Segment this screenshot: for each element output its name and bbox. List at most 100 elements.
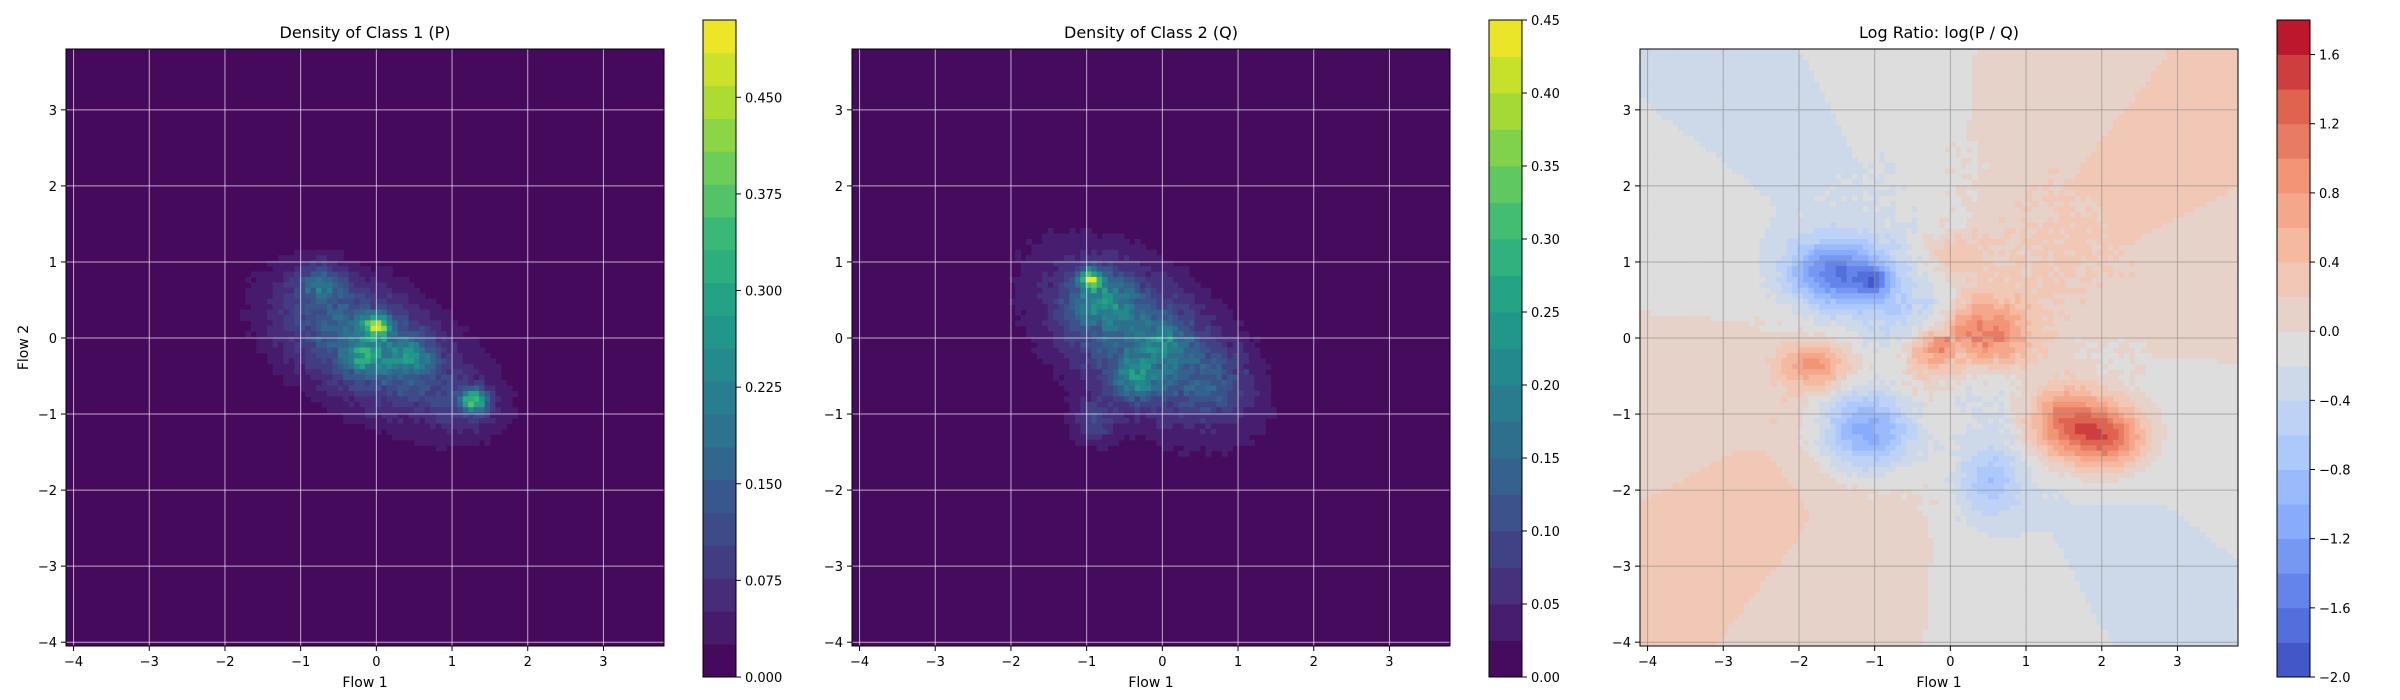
x-tick-label: 3 bbox=[599, 655, 607, 670]
colorbar-level bbox=[1489, 494, 1522, 532]
colorbar-level bbox=[2277, 434, 2310, 470]
subplot-2: −4 −3 −2 −1 0 1 2 3 −4 −3 −2 −1 0 1 2 3 Density of Class… bbox=[824, 14, 1560, 691]
colorbar-tick-label: 0.225 bbox=[745, 381, 782, 396]
x-tick-label: −1 bbox=[1077, 655, 1096, 670]
colorbar-level bbox=[2277, 227, 2310, 263]
x-tick-label: −2 bbox=[215, 655, 234, 670]
colorbar-level bbox=[703, 20, 736, 54]
colorbar-tick-label: 0.150 bbox=[745, 478, 782, 493]
x-tick-label: −3 bbox=[1714, 655, 1733, 670]
colorbar-level bbox=[2277, 158, 2310, 194]
heatmap-field bbox=[1640, 49, 2238, 646]
colorbar-level bbox=[703, 151, 736, 185]
colorbar-level bbox=[1489, 348, 1522, 386]
colorbar: 0.00 0.05 0.10 0.15 0.20 0.25 0.30 0.35 0.40 0.45 bbox=[1488, 14, 1560, 686]
y-tick-label: −3 bbox=[1612, 560, 1631, 575]
colorbar-level bbox=[1489, 56, 1522, 94]
colorbar-level bbox=[1489, 531, 1522, 568]
colorbar-tick-label: −1.2 bbox=[2319, 533, 2351, 548]
y-tick-label: −2 bbox=[1612, 484, 1631, 499]
y-tick-label: −1 bbox=[824, 408, 843, 423]
chart-title: Density of Class 2 (Q) bbox=[1064, 23, 1238, 42]
x-tick-label: −1 bbox=[291, 655, 310, 670]
x-tick-label: −2 bbox=[1001, 655, 1020, 670]
y-tick-label: 0 bbox=[835, 332, 843, 347]
colorbar-level bbox=[703, 611, 736, 645]
colorbar-level bbox=[1489, 640, 1522, 678]
colorbar-level bbox=[1489, 385, 1522, 422]
colorbar-level bbox=[2277, 538, 2310, 574]
colorbar-frame bbox=[1488, 19, 1523, 678]
colorbar-level bbox=[703, 85, 736, 119]
colorbar-level bbox=[1489, 604, 1522, 641]
colorbar-level bbox=[703, 545, 736, 579]
colorbar-level bbox=[1489, 312, 1522, 349]
colorbar-level bbox=[703, 217, 736, 251]
x-axis-label: Flow 1 bbox=[1128, 675, 1173, 691]
colorbar-tick-label: 0.0 bbox=[2319, 325, 2340, 340]
colorbar: 0.000 0.075 0.150 0.225 0.300 0.375 0.450 bbox=[702, 19, 782, 686]
x-tick-label: 2 bbox=[524, 655, 532, 670]
y-tick-label: 0 bbox=[49, 332, 57, 347]
colorbar-tick-label: 0.15 bbox=[1531, 452, 1560, 467]
heatmap-field bbox=[852, 49, 1450, 646]
colorbar-level bbox=[2277, 365, 2310, 401]
colorbar-frame bbox=[702, 19, 737, 678]
colorbar-level bbox=[703, 184, 736, 218]
colorbar-level bbox=[2277, 123, 2310, 159]
x-tick-label: 0 bbox=[1946, 655, 1954, 670]
colorbar-tick-label: 1.2 bbox=[2319, 118, 2340, 133]
colorbar-tick-label: 0.35 bbox=[1531, 160, 1560, 175]
colorbar-frame bbox=[2276, 19, 2311, 678]
colorbar-level bbox=[2277, 607, 2310, 643]
colorbar-tick-label: 1.6 bbox=[2319, 49, 2340, 64]
x-tick-label: 0 bbox=[372, 655, 380, 670]
colorbar-level bbox=[2277, 331, 2310, 367]
colorbar-level bbox=[703, 512, 736, 546]
x-tick-label: 3 bbox=[2173, 655, 2181, 670]
x-tick-label: 3 bbox=[1385, 655, 1393, 670]
colorbar-tick-label: −0.4 bbox=[2319, 394, 2351, 409]
colorbar-level bbox=[703, 479, 736, 514]
colorbar: −2.0 −1.6 −1.2 −0.8 −0.4 0.0 0.4 0.8 1.2 1.6 bbox=[2276, 19, 2351, 686]
x-tick-label: 2 bbox=[2098, 655, 2106, 670]
colorbar-level bbox=[703, 52, 736, 87]
y-tick-label: −2 bbox=[38, 484, 57, 499]
colorbar-tick-label: 0.20 bbox=[1531, 379, 1560, 394]
heatmap-field bbox=[66, 49, 664, 646]
colorbar-level bbox=[2277, 400, 2310, 436]
x-tick-label: −3 bbox=[926, 655, 945, 670]
y-tick-label: −3 bbox=[38, 560, 57, 575]
axes-frame bbox=[65, 48, 665, 647]
x-axis-label: Flow 1 bbox=[342, 675, 387, 691]
y-tick-label: 3 bbox=[1623, 104, 1631, 119]
colorbar-level bbox=[1489, 458, 1522, 495]
colorbar-tick-label: 0.45 bbox=[1531, 14, 1560, 29]
x-tick-label: −4 bbox=[1638, 655, 1657, 670]
x-tick-label: −2 bbox=[1789, 655, 1808, 670]
colorbar-level bbox=[703, 447, 736, 481]
colorbar-tick-label: 0.00 bbox=[1531, 671, 1560, 686]
y-axis-label: Flow 2 bbox=[16, 325, 32, 370]
colorbar-tick-label: 0.10 bbox=[1531, 525, 1560, 540]
chart-title: Log Ratio: log(P / Q) bbox=[1859, 23, 2019, 42]
y-tick-label: −4 bbox=[1612, 636, 1631, 651]
y-tick-label: 1 bbox=[49, 256, 57, 271]
y-tick-label: −1 bbox=[1612, 408, 1631, 423]
y-tick-label: −2 bbox=[824, 484, 843, 499]
y-tick-label: −1 bbox=[38, 408, 57, 423]
colorbar-level bbox=[2277, 573, 2310, 609]
colorbar-level bbox=[1489, 166, 1522, 203]
colorbar-tick-label: −0.8 bbox=[2319, 464, 2351, 479]
x-tick-label: 2 bbox=[1310, 655, 1318, 670]
colorbar-level bbox=[2277, 20, 2310, 55]
colorbar-tick-label: 0.450 bbox=[745, 91, 782, 106]
colorbar-level bbox=[1489, 239, 1522, 276]
colorbar-level bbox=[2277, 504, 2310, 540]
colorbar-tick-label: 0.300 bbox=[745, 285, 782, 300]
y-tick-label: 2 bbox=[1623, 180, 1631, 195]
y-tick-label: 3 bbox=[835, 104, 843, 119]
axes-frame bbox=[851, 48, 1451, 647]
colorbar-level bbox=[2277, 296, 2310, 332]
